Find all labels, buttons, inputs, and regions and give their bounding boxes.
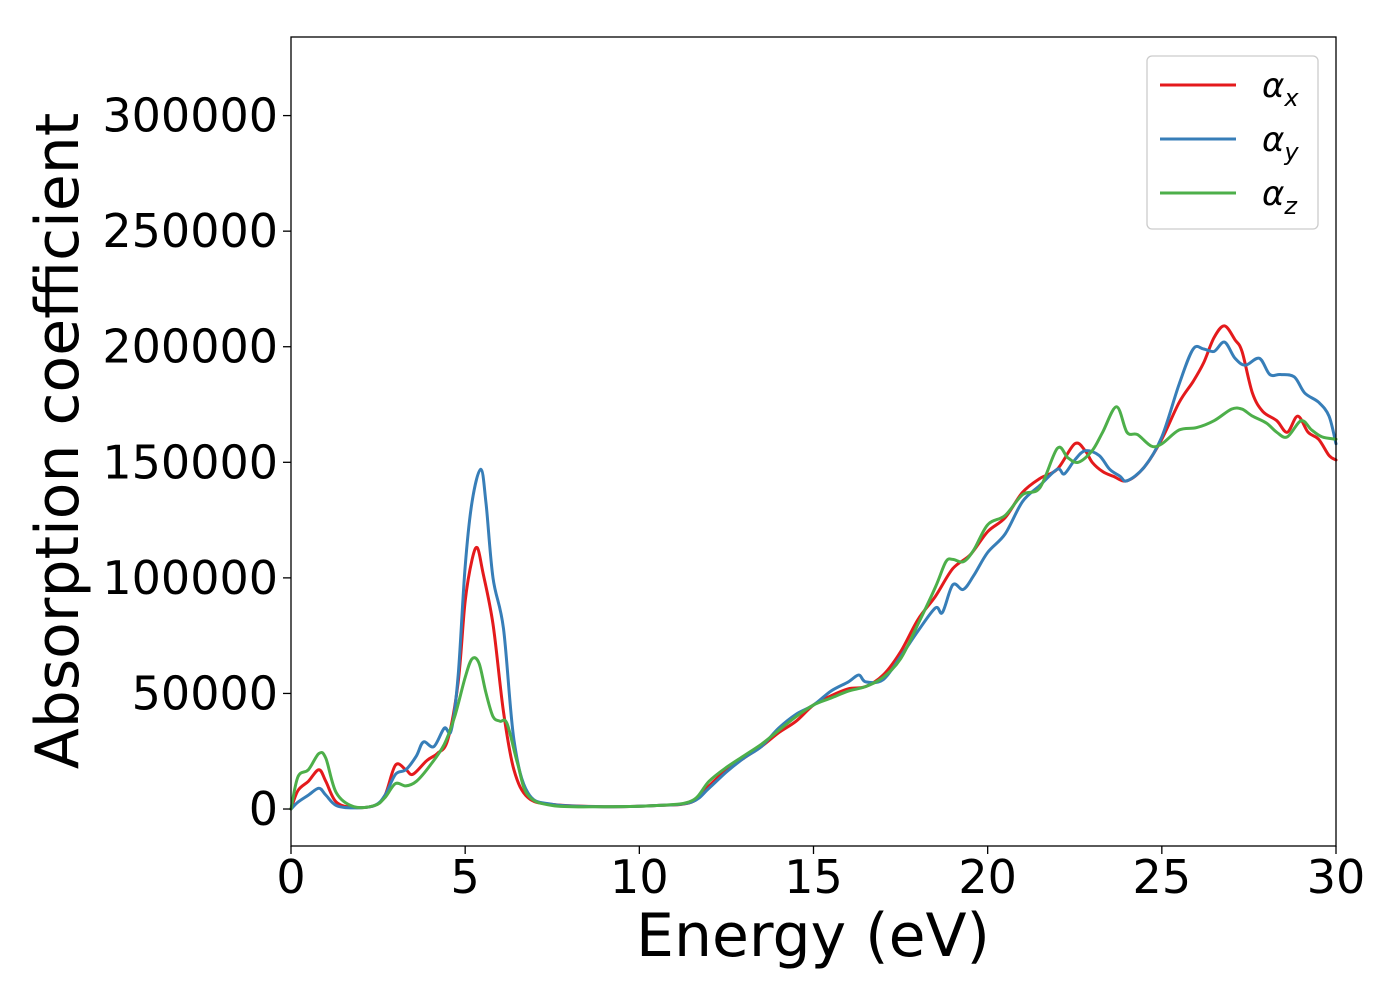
y-tick-label: 250000 xyxy=(102,204,278,258)
series-line-y xyxy=(289,340,1338,811)
y-tick-label: 300000 xyxy=(102,89,278,143)
legend-symbol: α xyxy=(1262,120,1284,160)
legend-symbol: α xyxy=(1262,174,1284,214)
y-tick-label: 100000 xyxy=(102,551,278,605)
x-axis: 0 5 10 15 20 25 30 xyxy=(276,846,1365,904)
series-line-x xyxy=(289,324,1338,811)
y-tick-label: 200000 xyxy=(102,320,278,374)
x-tick-label: 0 xyxy=(276,850,305,904)
legend-subscript: z xyxy=(1283,192,1298,220)
x-tick-label: 5 xyxy=(451,850,480,904)
x-axis-title: Energy (eV) xyxy=(636,901,990,971)
y-axis: 0 50000 100000 150000 200000 250000 300000 xyxy=(102,89,291,836)
y-axis-title: Absorption coefficient xyxy=(23,113,93,770)
y-tick-label: 0 xyxy=(249,782,278,836)
legend-label-z: αz xyxy=(1262,174,1298,220)
x-tick-label: 25 xyxy=(1133,850,1192,904)
y-tick-label: 50000 xyxy=(132,666,278,720)
series-layer xyxy=(289,324,1338,811)
y-tick-label: 150000 xyxy=(102,435,278,489)
x-tick-label: 20 xyxy=(958,850,1017,904)
x-tick-label: 30 xyxy=(1307,850,1366,904)
legend-symbol: α xyxy=(1262,66,1284,106)
series-line-z xyxy=(289,405,1338,811)
x-tick-label: 15 xyxy=(784,850,843,904)
legend-label-x: αx xyxy=(1262,66,1299,112)
legend-label-y: αy xyxy=(1262,120,1299,166)
legend-subscript: x xyxy=(1283,84,1299,112)
legend-subscript: y xyxy=(1283,138,1299,166)
legend-box xyxy=(1146,55,1319,230)
x-tick-label: 10 xyxy=(610,850,669,904)
